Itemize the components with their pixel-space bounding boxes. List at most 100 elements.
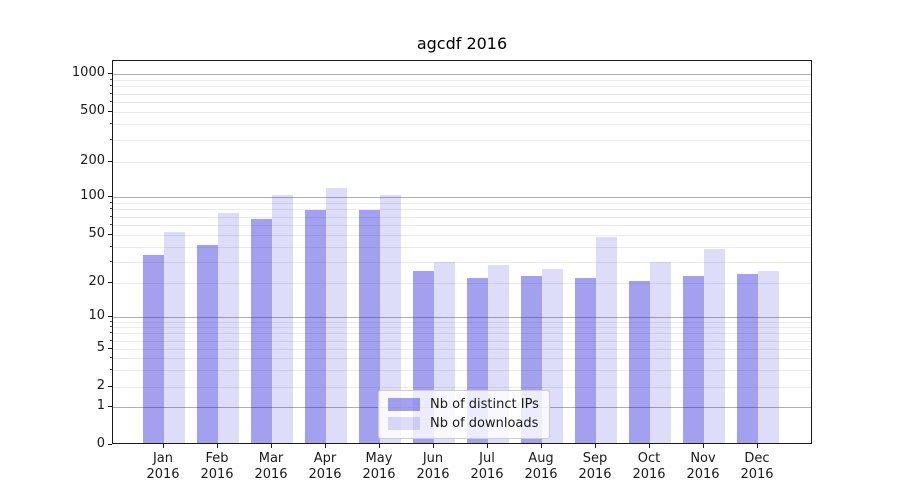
- bar-downloads-feb: [218, 213, 239, 443]
- y-minor-tick-40: [110, 246, 112, 247]
- bar-distinct-ips-oct: [629, 281, 650, 443]
- y-tick-5: [108, 348, 112, 349]
- bar-distinct-ips-nov: [683, 276, 704, 443]
- legend-item-distinct-ips: Nb of distinct IPs: [388, 397, 539, 412]
- x-tick-feb: [217, 444, 218, 448]
- legend-item-downloads: Nb of downloads: [388, 416, 539, 431]
- bar-distinct-ips-apr: [305, 210, 326, 443]
- bar-downloads-sep: [596, 237, 617, 443]
- gridline-y-90: [113, 203, 811, 204]
- x-tick-label-mar: Mar 2016: [254, 451, 288, 482]
- x-tick-apr: [325, 444, 326, 448]
- legend-swatch-distinct-ips: [388, 398, 420, 411]
- bar-distinct-ips-sep: [575, 278, 596, 443]
- gridline-y-300: [113, 140, 811, 141]
- y-tick-label-5: 5: [96, 340, 105, 355]
- y-minor-tick-8: [110, 326, 112, 327]
- y-minor-tick-600: [110, 101, 112, 102]
- gridline-y-5: [113, 349, 811, 350]
- gridline-y-50: [113, 235, 811, 236]
- bar-downloads-may: [380, 195, 401, 443]
- x-tick-label-jun: Jun 2016: [416, 451, 450, 482]
- x-tick-jun: [433, 444, 434, 448]
- gridline-y-700: [113, 94, 811, 95]
- x-tick-label-dec: Dec 2016: [740, 451, 774, 482]
- x-tick-aug: [541, 444, 542, 448]
- y-tick-label-1000: 1000: [71, 65, 105, 80]
- y-minor-tick-30: [110, 261, 112, 262]
- bar-downloads-nov: [704, 249, 725, 443]
- y-minor-tick-900: [110, 79, 112, 80]
- gridline-y-6: [113, 341, 811, 342]
- y-minor-tick-3: [110, 369, 112, 370]
- bar-distinct-ips-mar: [251, 219, 272, 443]
- y-tick-500: [108, 111, 112, 112]
- gridline-y-40: [113, 247, 811, 248]
- y-minor-tick-80: [110, 208, 112, 209]
- y-minor-tick-9: [110, 321, 112, 322]
- gridline-y-20: [113, 283, 811, 284]
- gridline-y-8: [113, 327, 811, 328]
- bar-distinct-ips-dec: [737, 274, 758, 443]
- y-tick-label-10: 10: [88, 308, 105, 323]
- x-tick-may: [379, 444, 380, 448]
- gridline-y-900: [113, 80, 811, 81]
- y-minor-tick-400: [110, 123, 112, 124]
- gridline-y-4: [113, 358, 811, 359]
- bar-downloads-dec: [758, 271, 779, 443]
- legend-label-distinct-ips: Nb of distinct IPs: [430, 397, 539, 412]
- y-tick-1000: [108, 73, 112, 74]
- gridline-y-500: [113, 112, 811, 113]
- gridline-y-7: [113, 333, 811, 334]
- y-minor-tick-800: [110, 85, 112, 86]
- x-tick-label-oct: Oct 2016: [632, 451, 666, 482]
- y-tick-label-500: 500: [80, 103, 105, 118]
- y-minor-tick-4: [110, 357, 112, 358]
- y-tick-200: [108, 161, 112, 162]
- gridline-y-80: [113, 209, 811, 210]
- y-tick-label-100: 100: [80, 188, 105, 203]
- gridline-y-2: [113, 387, 811, 388]
- y-tick-100: [108, 196, 112, 197]
- y-tick-label-1: 1: [96, 398, 105, 413]
- gridline-y-10: [113, 317, 811, 318]
- gridline-y-3: [113, 370, 811, 371]
- bar-distinct-ips-may: [359, 210, 380, 443]
- y-minor-tick-7: [110, 332, 112, 333]
- x-tick-jan: [163, 444, 164, 448]
- chart-title: agcdf 2016: [416, 34, 508, 53]
- x-tick-mar: [271, 444, 272, 448]
- x-tick-label-jul: Jul 2016: [470, 451, 504, 482]
- y-minor-tick-60: [110, 224, 112, 225]
- bar-distinct-ips-feb: [197, 245, 218, 443]
- plot-area: [112, 60, 812, 444]
- gridline-y-1000: [113, 74, 811, 75]
- y-tick-1: [108, 406, 112, 407]
- legend-swatch-downloads: [388, 417, 420, 430]
- bar-downloads-jan: [164, 232, 185, 443]
- x-tick-nov: [703, 444, 704, 448]
- x-tick-label-apr: Apr 2016: [308, 451, 342, 482]
- y-tick-20: [108, 282, 112, 283]
- x-tick-oct: [649, 444, 650, 448]
- y-tick-10: [108, 316, 112, 317]
- x-tick-label-may: May 2016: [362, 451, 396, 482]
- x-tick-label-nov: Nov 2016: [686, 451, 720, 482]
- y-tick-label-50: 50: [88, 226, 105, 241]
- legend: Nb of distinct IPs Nb of downloads: [378, 390, 550, 439]
- y-tick-label-20: 20: [88, 274, 105, 289]
- y-minor-tick-70: [110, 216, 112, 217]
- y-tick-label-0: 0: [96, 436, 105, 451]
- x-tick-sep: [595, 444, 596, 448]
- x-tick-label-sep: Sep 2016: [578, 451, 612, 482]
- gridline-y-30: [113, 262, 811, 263]
- gridline-y-100: [113, 197, 811, 198]
- bar-downloads-apr: [326, 188, 347, 443]
- y-minor-tick-700: [110, 93, 112, 94]
- y-minor-tick-90: [110, 202, 112, 203]
- x-tick-label-aug: Aug 2016: [524, 451, 558, 482]
- gridline-y-600: [113, 102, 811, 103]
- y-minor-tick-300: [110, 139, 112, 140]
- y-tick-0: [108, 444, 112, 445]
